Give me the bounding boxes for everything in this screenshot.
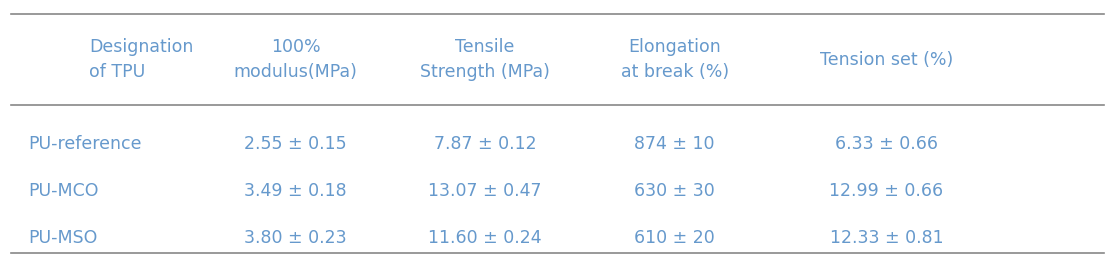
Text: 12.33 ± 0.81: 12.33 ± 0.81: [830, 229, 943, 247]
Text: 2.55 ± 0.15: 2.55 ± 0.15: [244, 135, 347, 153]
Text: 610 ± 20: 610 ± 20: [634, 229, 715, 247]
Text: 13.07 ± 0.47: 13.07 ± 0.47: [428, 182, 542, 200]
Text: 6.33 ± 0.66: 6.33 ± 0.66: [835, 135, 938, 153]
Text: 100%
modulus(MPa): 100% modulus(MPa): [233, 38, 358, 81]
Text: Tension set (%): Tension set (%): [820, 51, 953, 69]
Text: Tensile
Strength (MPa): Tensile Strength (MPa): [420, 38, 550, 81]
Text: PU-reference: PU-reference: [28, 135, 142, 153]
Text: 3.49 ± 0.18: 3.49 ± 0.18: [244, 182, 347, 200]
Text: Designation
of TPU: Designation of TPU: [89, 38, 194, 81]
Text: 630 ± 30: 630 ± 30: [634, 182, 715, 200]
Text: PU-MCO: PU-MCO: [28, 182, 98, 200]
Text: 3.80 ± 0.23: 3.80 ± 0.23: [244, 229, 347, 247]
Text: Elongation
at break (%): Elongation at break (%): [621, 38, 728, 81]
Text: 11.60 ± 0.24: 11.60 ± 0.24: [428, 229, 542, 247]
Text: PU-MSO: PU-MSO: [28, 229, 97, 247]
Text: 12.99 ± 0.66: 12.99 ± 0.66: [830, 182, 943, 200]
Text: 7.87 ± 0.12: 7.87 ± 0.12: [434, 135, 536, 153]
Text: 874 ± 10: 874 ± 10: [634, 135, 715, 153]
